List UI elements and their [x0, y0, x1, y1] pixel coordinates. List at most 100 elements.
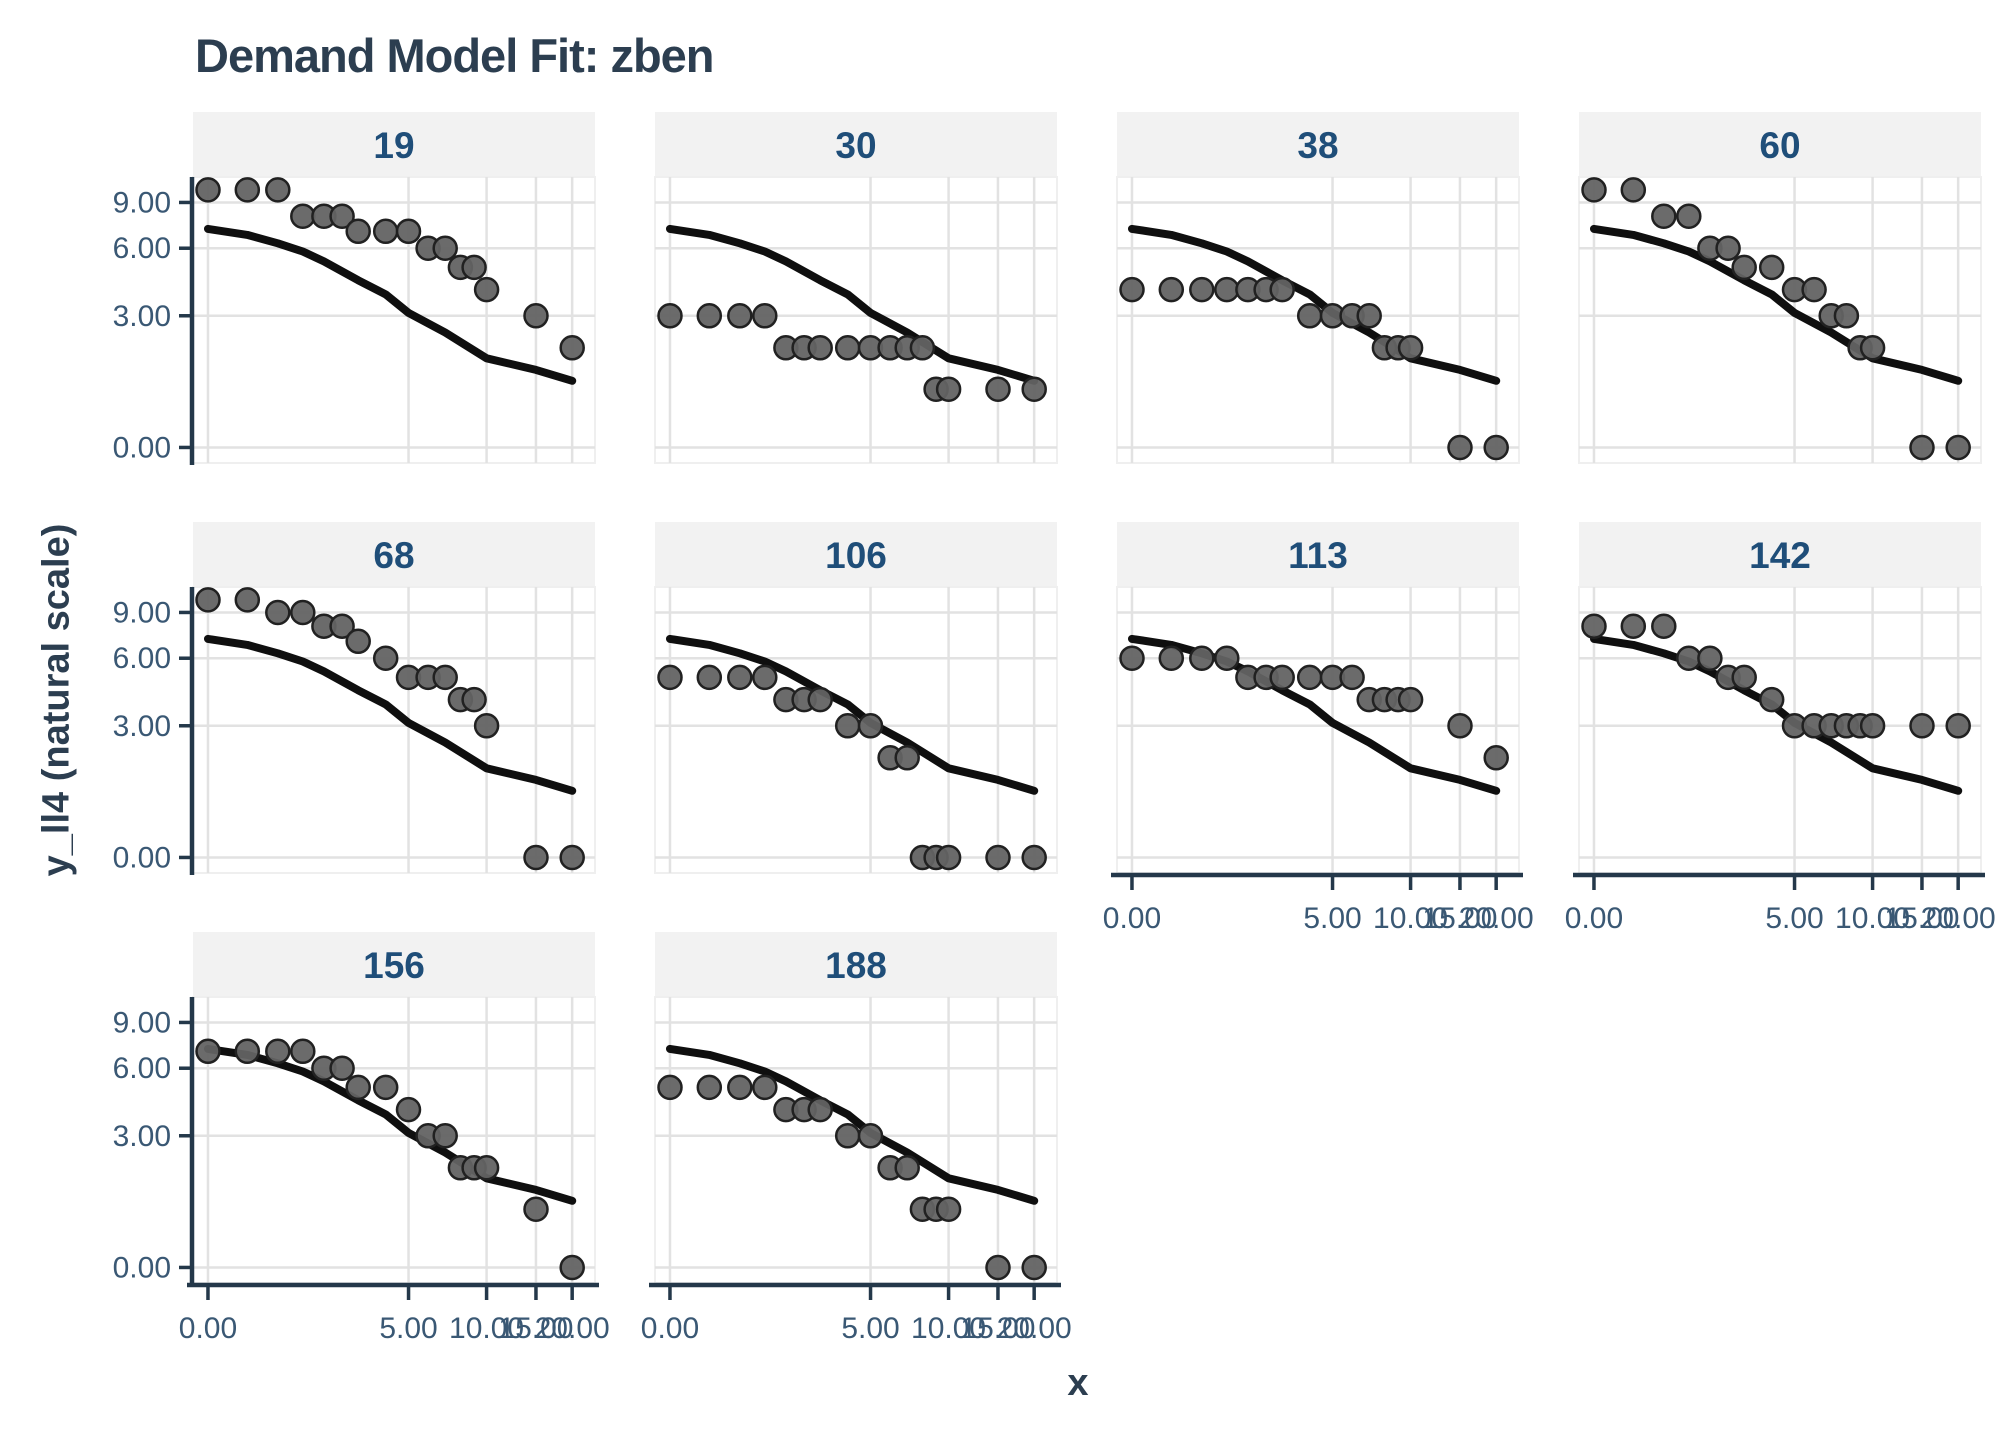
facet-strip	[655, 932, 1057, 997]
facet-strip	[193, 932, 595, 997]
data-point	[1758, 254, 1785, 281]
data-point	[290, 203, 316, 229]
x-tick-label: 15.00	[498, 1312, 573, 1345]
x-tick-label: 5.00	[1303, 902, 1361, 935]
data-point	[1859, 335, 1886, 361]
data-point	[1214, 276, 1240, 303]
facet-strip-label: 142	[1749, 535, 1811, 576]
fit-line	[1590, 224, 1963, 385]
facet-strip-label: 156	[363, 945, 425, 986]
data-point	[696, 1074, 723, 1101]
x-tick-label: 0.00	[641, 1312, 699, 1345]
data-point	[834, 335, 861, 361]
data-point	[461, 254, 487, 281]
data-point	[1269, 276, 1295, 303]
x-tick-label: 10.00	[1373, 902, 1448, 935]
x-tick-label: 10.00	[1835, 902, 1910, 935]
data-point	[657, 664, 683, 691]
data-point	[727, 303, 753, 329]
data-point	[473, 713, 500, 739]
data-point	[894, 745, 920, 771]
data-point	[329, 613, 355, 639]
data-point	[1483, 745, 1509, 771]
fit-line	[666, 634, 1039, 795]
data-point	[1339, 664, 1365, 691]
data-point	[1676, 645, 1702, 671]
data-point	[1651, 613, 1677, 639]
y-tick-label: 3.00	[113, 710, 171, 743]
data-point	[372, 1074, 399, 1101]
data-point	[985, 844, 1011, 871]
x-tick-label: 5.00	[841, 1312, 899, 1345]
data-point	[696, 303, 723, 329]
panel-border	[192, 586, 596, 874]
data-point	[935, 1196, 962, 1222]
x-tick-label: 15.00	[960, 1312, 1035, 1345]
x-tick-label: 10.00	[911, 1312, 986, 1345]
data-point	[1715, 235, 1741, 261]
data-point	[523, 844, 549, 871]
data-point	[935, 376, 962, 402]
fit-line	[1590, 634, 1963, 795]
facet-strip	[1117, 522, 1519, 587]
data-point	[372, 645, 399, 671]
data-point	[985, 1254, 1011, 1281]
x-tick-label: 20.00	[1921, 902, 1996, 935]
facet-strip	[193, 112, 595, 177]
data-point	[1909, 434, 1935, 461]
data-point	[1945, 713, 1971, 739]
data-point	[1731, 664, 1757, 691]
data-point	[1269, 664, 1295, 691]
data-point	[1833, 303, 1860, 329]
panel-border	[654, 176, 1058, 464]
facet-strip-label: 38	[1297, 125, 1338, 166]
y-tick-label: 3.00	[113, 1120, 171, 1153]
x-tick-label: 15.00	[1422, 902, 1497, 935]
data-point	[807, 686, 833, 713]
data-point	[1119, 276, 1145, 303]
facet-strip-label: 60	[1759, 125, 1800, 166]
data-point	[1158, 645, 1185, 671]
data-point	[1651, 203, 1677, 229]
data-point	[909, 335, 936, 361]
facet-strip-label: 30	[835, 125, 876, 166]
data-point	[559, 844, 585, 871]
x-axis-title: x	[1067, 1362, 1089, 1404]
data-point	[1021, 844, 1047, 871]
facet-strip-label: 68	[373, 535, 414, 576]
data-point	[473, 1155, 500, 1181]
data-point	[807, 1096, 833, 1123]
data-point	[696, 664, 723, 691]
chart-title: Demand Model Fit: zben	[195, 29, 714, 82]
facet-strip	[1579, 522, 1981, 587]
data-point	[1945, 434, 1971, 461]
y-tick-label: 9.00	[113, 186, 171, 219]
panel-border	[1578, 176, 1982, 464]
data-point	[1483, 434, 1509, 461]
fit-line	[204, 634, 577, 795]
x-tick-label: 0.00	[1565, 902, 1623, 935]
data-point	[265, 599, 291, 626]
data-point	[345, 218, 371, 245]
facet-strip	[1579, 112, 1981, 177]
x-tick-label: 15.00	[1884, 902, 1959, 935]
data-point	[329, 203, 355, 229]
data-point	[559, 335, 585, 361]
x-tick-label: 20.00	[1459, 902, 1534, 935]
facet-strip	[193, 522, 595, 587]
data-point	[234, 587, 261, 613]
data-point	[1697, 645, 1723, 671]
fit-line	[666, 224, 1039, 385]
data-point	[657, 1074, 683, 1101]
data-point	[752, 1074, 778, 1101]
data-point	[195, 177, 221, 203]
facet-strip	[655, 112, 1057, 177]
y-tick-label: 9.00	[113, 596, 171, 629]
data-point	[1158, 276, 1185, 303]
data-point	[1620, 613, 1647, 639]
data-point	[1620, 177, 1647, 203]
data-point	[345, 1074, 371, 1101]
x-tick-label: 0.00	[1103, 902, 1161, 935]
fit-line	[1128, 634, 1501, 795]
